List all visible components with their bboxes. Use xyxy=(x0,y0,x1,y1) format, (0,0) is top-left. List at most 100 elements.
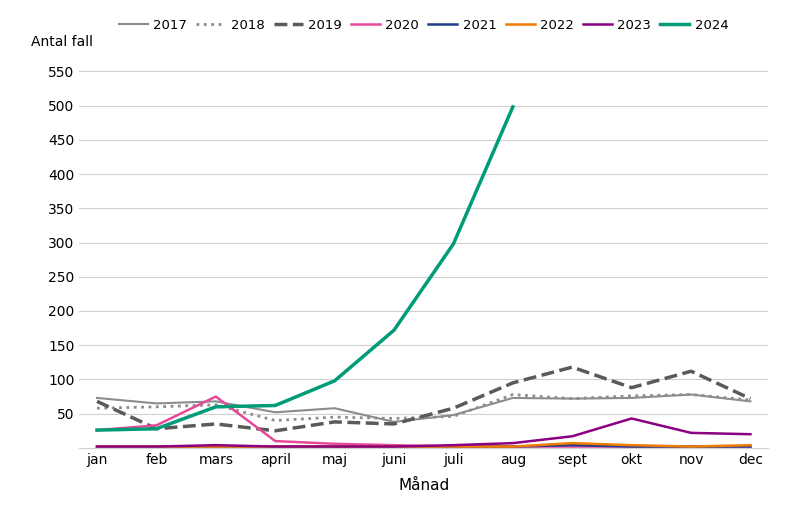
2020 xyxy=(745,443,755,449)
2024 xyxy=(329,378,339,384)
2019 xyxy=(389,421,398,427)
2024 xyxy=(211,404,220,410)
2019 xyxy=(329,419,339,425)
Line: 2018: 2018 xyxy=(97,394,750,420)
2021 xyxy=(389,443,398,449)
2020 xyxy=(92,427,101,433)
2022 xyxy=(567,440,577,446)
2023 xyxy=(92,443,101,449)
2017 xyxy=(211,399,220,405)
2019 xyxy=(686,368,695,374)
2018 xyxy=(686,391,695,398)
2019 xyxy=(626,385,636,391)
2020 xyxy=(508,443,518,449)
2024 xyxy=(448,241,458,247)
2020 xyxy=(211,393,220,400)
2020 xyxy=(329,441,339,447)
2024 xyxy=(92,427,101,433)
2022 xyxy=(626,442,636,448)
2020 xyxy=(567,443,577,449)
2018 xyxy=(270,417,280,423)
2019 xyxy=(508,380,518,386)
2024 xyxy=(270,403,280,409)
2020 xyxy=(389,442,398,448)
2022 xyxy=(686,443,695,449)
2018 xyxy=(389,415,398,421)
2021 xyxy=(211,443,220,449)
2021 xyxy=(508,443,518,449)
2018 xyxy=(211,402,220,408)
Line: 2019: 2019 xyxy=(97,367,750,431)
2019 xyxy=(448,405,458,411)
2017 xyxy=(152,401,162,407)
2022 xyxy=(152,443,162,449)
2017 xyxy=(448,412,458,418)
Line: 2017: 2017 xyxy=(97,394,750,422)
2023 xyxy=(389,443,398,449)
2023 xyxy=(211,442,220,448)
2020 xyxy=(626,443,636,449)
2017 xyxy=(92,395,101,401)
2017 xyxy=(626,395,636,401)
2022 xyxy=(329,443,339,449)
2022 xyxy=(92,443,101,449)
2018 xyxy=(626,393,636,399)
2022 xyxy=(745,442,755,448)
2021 xyxy=(92,443,101,449)
2020 xyxy=(448,443,458,449)
2023 xyxy=(567,433,577,439)
Line: 2024: 2024 xyxy=(97,107,513,430)
Legend: 2017, 2018, 2019, 2020, 2021, 2022, 2023, 2024: 2017, 2018, 2019, 2020, 2021, 2022, 2023… xyxy=(113,14,734,37)
Line: 2021: 2021 xyxy=(97,445,750,446)
2017 xyxy=(745,399,755,405)
2018 xyxy=(567,395,577,402)
2017 xyxy=(270,409,280,415)
2022 xyxy=(389,443,398,449)
2019 xyxy=(152,426,162,432)
2017 xyxy=(567,395,577,402)
2019 xyxy=(567,364,577,370)
Line: 2022: 2022 xyxy=(97,443,750,446)
2022 xyxy=(508,443,518,449)
2019 xyxy=(745,395,755,402)
2022 xyxy=(448,443,458,449)
2017 xyxy=(329,405,339,411)
2022 xyxy=(211,443,220,449)
2024 xyxy=(152,426,162,432)
2019 xyxy=(211,421,220,427)
2017 xyxy=(686,391,695,398)
2019 xyxy=(270,428,280,434)
2023 xyxy=(329,443,339,449)
2023 xyxy=(745,431,755,437)
2022 xyxy=(270,443,280,449)
2021 xyxy=(686,443,695,449)
2021 xyxy=(745,443,755,449)
2018 xyxy=(508,391,518,398)
2023 xyxy=(270,443,280,449)
2019 xyxy=(92,399,101,405)
2018 xyxy=(92,405,101,411)
2021 xyxy=(270,443,280,449)
2018 xyxy=(152,404,162,410)
2023 xyxy=(686,430,695,436)
2020 xyxy=(152,422,162,429)
2020 xyxy=(686,443,695,449)
Line: 2020: 2020 xyxy=(97,397,750,446)
2021 xyxy=(152,443,162,449)
2024 xyxy=(389,327,398,333)
2021 xyxy=(626,443,636,449)
2023 xyxy=(448,442,458,448)
2023 xyxy=(626,415,636,421)
X-axis label: Månad: Månad xyxy=(398,478,449,493)
2021 xyxy=(567,442,577,448)
2023 xyxy=(508,440,518,446)
Text: Antal fall: Antal fall xyxy=(31,36,93,49)
Line: 2023: 2023 xyxy=(97,418,750,446)
2018 xyxy=(329,414,339,420)
2018 xyxy=(448,413,458,419)
2017 xyxy=(389,419,398,425)
2020 xyxy=(270,438,280,444)
2024 xyxy=(508,104,518,110)
2021 xyxy=(448,443,458,449)
2018 xyxy=(745,397,755,403)
